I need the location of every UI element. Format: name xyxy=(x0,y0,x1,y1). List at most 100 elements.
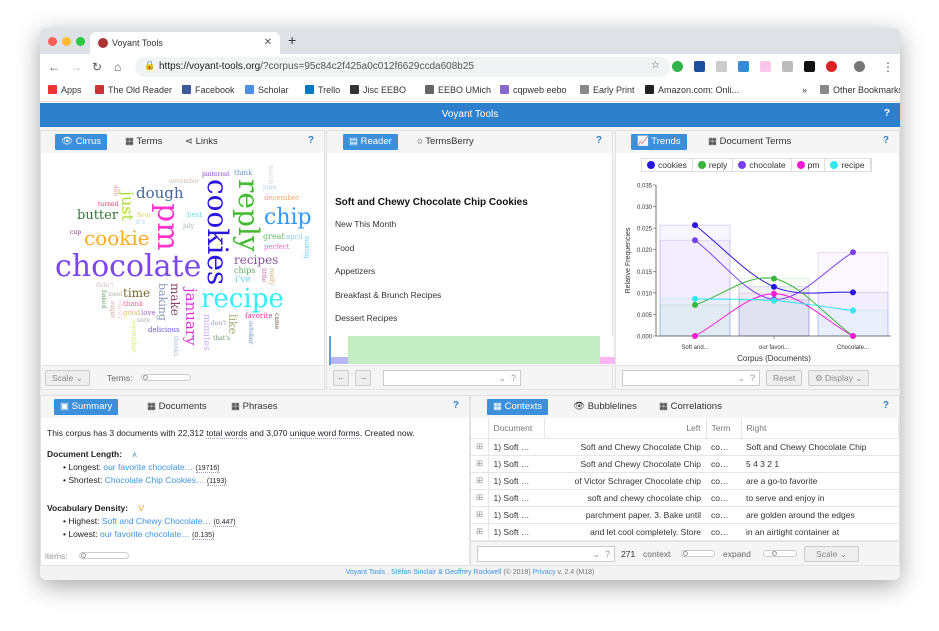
cloud-word[interactable]: time xyxy=(123,286,151,300)
total-words-link[interactable]: total words xyxy=(206,428,248,439)
cloud-word[interactable]: love xyxy=(141,309,156,317)
help-icon[interactable]: ? xyxy=(307,135,314,146)
legend-item[interactable]: cookies xyxy=(642,159,693,171)
bookmark-item[interactable]: Apps xyxy=(48,85,82,95)
bookmark-item[interactable]: Amazon.com: Onli... xyxy=(645,85,739,95)
tab-contexts[interactable]: ▦ Contexts xyxy=(487,399,549,415)
cloud-word[interactable]: sure xyxy=(137,317,151,324)
cloud-word[interactable]: i've xyxy=(235,275,251,285)
next-arrow-icon[interactable]: → xyxy=(355,370,371,386)
expand-row-icon[interactable]: ⊞ xyxy=(471,489,489,507)
help-icon[interactable]: ? xyxy=(882,400,889,411)
cloud-word[interactable]: dough xyxy=(136,184,184,202)
cloud-word[interactable]: deb xyxy=(112,185,119,197)
table-row[interactable]: ⊞ 1) Soft … parchment paper. 3. Bake until… xyxy=(471,506,899,524)
cloud-word[interactable]: sugar xyxy=(109,301,116,319)
close-window-button[interactable] xyxy=(48,37,57,46)
tab-phrases[interactable]: ▦ Phrases xyxy=(231,401,278,412)
tab-documents[interactable]: ▦ Documents xyxy=(147,401,207,412)
cloud-word[interactable]: january xyxy=(182,288,200,346)
help-icon[interactable]: ? xyxy=(595,135,602,146)
cloud-word[interactable]: cookies xyxy=(201,179,234,286)
help-icon[interactable]: ? xyxy=(882,135,889,146)
tab-links[interactable]: ⋖ Links xyxy=(185,136,218,147)
cloud-word[interactable]: butter xyxy=(77,208,119,223)
extension-icon[interactable] xyxy=(760,61,771,72)
column-header-document[interactable]: Document xyxy=(488,418,545,439)
tab-bubblelines[interactable]: 👁 Bubblelines xyxy=(573,401,637,412)
privacy-link[interactable]: Privacy xyxy=(532,569,556,576)
cloud-word[interactable]: turned xyxy=(98,201,119,208)
evernote-extension-icon[interactable] xyxy=(672,61,683,72)
cloud-word[interactable]: delicious xyxy=(148,326,180,334)
cloud-word[interactable]: favorite xyxy=(245,312,273,320)
forward-icon[interactable]: → xyxy=(70,60,82,74)
tab-terms[interactable]: ▦ Terms xyxy=(125,136,163,147)
bookmark-item[interactable]: Early Print xyxy=(580,85,635,95)
document-position-bar[interactable] xyxy=(329,336,615,365)
tab-termsberry[interactable]: ○ TermsBerry xyxy=(417,136,474,147)
extension-icon[interactable] xyxy=(782,61,793,72)
cloud-word[interactable]: used xyxy=(108,291,123,298)
cloud-word[interactable]: november xyxy=(169,178,200,185)
scale-button[interactable]: Scale ⌄ xyxy=(45,370,90,386)
cloud-word[interactable]: july xyxy=(183,223,195,230)
cloud-word[interactable]: pinterest xyxy=(202,171,230,178)
expand-row-icon[interactable]: ⊞ xyxy=(471,455,489,473)
cloud-word[interactable]: reply xyxy=(232,179,265,252)
cloud-word[interactable]: great xyxy=(263,232,285,241)
search-select[interactable]: ⌄ ? xyxy=(383,370,521,386)
table-row[interactable]: ⊞ 1) Soft … and let cool completely. Store… xyxy=(471,523,899,541)
close-tab-icon[interactable]: ✕ xyxy=(263,37,272,48)
expand-row-icon[interactable]: ⊞ xyxy=(471,506,489,524)
cloud-word[interactable]: june xyxy=(263,184,277,191)
tab-cirrus[interactable]: 👁 Cirrus xyxy=(55,134,108,150)
bookmark-item[interactable]: Jisc EEBO xyxy=(350,85,406,95)
cloud-word[interactable]: that's xyxy=(213,335,230,342)
cloud-word[interactable]: just xyxy=(118,191,137,221)
home-icon[interactable]: ⌂ xyxy=(114,60,122,74)
menu-kebab-icon[interactable]: ⋮ xyxy=(882,60,894,74)
cloud-word[interactable]: perfect xyxy=(264,243,290,251)
legend-item[interactable]: reply xyxy=(693,159,734,171)
document-link[interactable]: Soft and Chewy Chocolate… xyxy=(101,516,212,526)
browser-tab[interactable]: Voyant Tools ✕ xyxy=(90,32,280,54)
extension-icon[interactable] xyxy=(694,61,705,72)
cloud-word[interactable]: really xyxy=(268,268,275,286)
cloud-word[interactable]: recipe xyxy=(201,284,284,314)
cloud-word[interactable]: september xyxy=(130,320,137,353)
help-icon[interactable]: ? xyxy=(452,400,459,411)
cloud-word[interactable]: cup xyxy=(70,229,82,236)
cloud-word[interactable]: chip xyxy=(264,205,312,230)
term-select[interactable]: ⌄ ? xyxy=(622,370,760,386)
cloud-word[interactable]: didn't xyxy=(96,282,114,289)
back-icon[interactable]: ← xyxy=(48,60,60,74)
cloud-word[interactable]: recipes xyxy=(234,253,279,267)
extension-icon[interactable] xyxy=(716,61,727,72)
authors-link[interactable]: Stéfan Sinclair & Geoffrey Rockwell xyxy=(391,569,502,576)
document-segment[interactable] xyxy=(331,357,348,364)
cloud-word[interactable]: minutes xyxy=(201,314,211,351)
cloud-word[interactable]: best xyxy=(187,211,203,219)
previous-arrow-icon[interactable]: ← xyxy=(333,370,349,386)
cloud-word[interactable]: good xyxy=(123,309,141,317)
display-button[interactable]: ⚙ Display ⌄ xyxy=(808,370,870,386)
bookmark-item[interactable]: The Old Reader xyxy=(95,85,172,95)
cloud-word[interactable]: flour xyxy=(137,212,152,219)
tab-trends[interactable]: 📈 Trends xyxy=(631,134,687,150)
tab-document-terms[interactable]: ▦ Document Terms xyxy=(708,136,792,147)
document-link[interactable]: our favorite chocolate… xyxy=(100,529,190,539)
context-slider[interactable] xyxy=(681,550,715,557)
cloud-word[interactable]: came xyxy=(273,313,280,330)
cloud-word[interactable]: like xyxy=(226,314,239,335)
help-icon[interactable]: ? xyxy=(883,108,890,119)
expand-row-icon[interactable]: ⊞ xyxy=(471,438,489,456)
cloud-word[interactable]: april xyxy=(286,233,303,241)
profile-avatar[interactable] xyxy=(854,61,865,72)
cloud-word[interactable]: cookie xyxy=(84,226,150,250)
tab-summary[interactable]: ▣ Summary xyxy=(54,399,119,415)
document-segment[interactable] xyxy=(348,336,600,364)
cloud-word[interactable]: thanks xyxy=(172,336,179,357)
term-select[interactable]: ⌄ ? xyxy=(477,546,615,562)
legend-item[interactable]: chocolate xyxy=(733,159,792,171)
